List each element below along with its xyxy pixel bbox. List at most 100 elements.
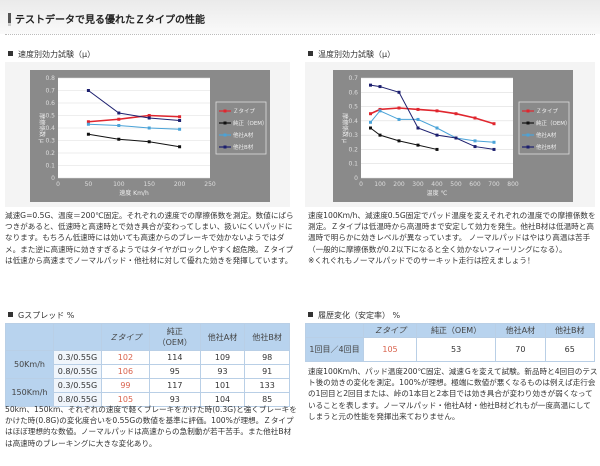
svg-text:300: 300 xyxy=(412,181,424,188)
svg-text:摩擦係数 μ: 摩擦係数 μ xyxy=(38,113,46,143)
svg-text:純正（OEM）: 純正（OEM） xyxy=(536,119,571,127)
history-description: 速度100Km/h、パッド温度200℃固定、減速Ｇを変えて試験。新品時と4回目の… xyxy=(308,367,598,421)
speed-chart: 0 0.1 0.2 0.3 0.4 0.5 0.6 0.7 0.8 0 50 100 150 200 250… xyxy=(30,70,270,202)
temp-desc-text: 速度100Km/h、減速度0.5G固定でパッド温度を変えそれぞれの温度での摩擦係… xyxy=(308,211,596,254)
temp-chart-panel: 0 0.1 0.2 0.3 0.4 0.5 0.6 0.7 0 100 200 300 400 500 60… xyxy=(305,62,595,207)
cell-b: 91 xyxy=(244,364,290,379)
header-other-a: 他社A材 xyxy=(495,323,546,338)
temp-note: ※くれぐれもノーマルパッドでのサーキット走行は控えましょう！ xyxy=(308,255,535,265)
header-ztype: Ｚタイプ xyxy=(363,323,417,338)
row-speed: 150Km/h xyxy=(5,378,54,407)
svg-text:0.3: 0.3 xyxy=(45,138,55,145)
header-other-b: 他社B材 xyxy=(544,323,596,338)
svg-text:0.4: 0.4 xyxy=(45,125,55,132)
svg-text:0: 0 xyxy=(56,181,60,188)
svg-text:500: 500 xyxy=(450,181,462,188)
divider xyxy=(5,34,595,35)
cell-z: 99 xyxy=(101,378,150,393)
speed-test-title: 速度別効力試験（μ） xyxy=(8,49,95,60)
svg-text:0.1: 0.1 xyxy=(45,163,55,170)
cell-b: 98 xyxy=(244,350,290,365)
svg-text:0.5: 0.5 xyxy=(348,104,358,111)
svg-text:0.7: 0.7 xyxy=(45,88,55,95)
svg-text:他社A材: 他社A材 xyxy=(233,131,254,139)
temp-chart: 0 0.1 0.2 0.3 0.4 0.5 0.6 0.7 0 100 200 300 400 500 60… xyxy=(333,70,573,202)
table-row: 0.8/0.55G 105 93 104 85 xyxy=(6,392,290,407)
svg-text:0.7: 0.7 xyxy=(348,75,358,82)
svg-text:400: 400 xyxy=(431,181,443,188)
square-bullet-icon xyxy=(308,312,313,317)
speed-chart-panel: 0 0.1 0.2 0.3 0.4 0.5 0.6 0.7 0.8 0 50 100 150 200 250… xyxy=(5,62,290,207)
row-label: 1回目／4回目 xyxy=(305,337,364,362)
cell-cond: 0.3/0.55G xyxy=(53,350,102,365)
gspread-description: 50km、150km、それぞれの速度で軽くブレーキをかけた時(0.3G)と強くブ… xyxy=(5,405,297,448)
temp-test-title: 温度別効力試験（μ） xyxy=(308,49,395,60)
svg-text:800: 800 xyxy=(507,181,519,188)
header-empty xyxy=(305,323,364,338)
svg-text:0.6: 0.6 xyxy=(348,89,358,96)
header-oem-line2: （OEM） xyxy=(157,338,192,347)
speed-test-description: 減速G=0.5G、温度＝200℃固定。それぞれの速度での摩擦係数を測定。数値にば… xyxy=(5,211,294,265)
svg-text:600: 600 xyxy=(469,181,481,188)
history-title-text: 履歴変化（安定率） % xyxy=(318,311,401,320)
header-empty xyxy=(53,323,102,351)
cell-z: 102 xyxy=(101,350,150,365)
svg-text:他社B材: 他社B材 xyxy=(233,143,254,151)
cell-a: 109 xyxy=(199,350,246,365)
square-bullet-icon xyxy=(308,51,313,56)
header-oem-line1: 純正 xyxy=(166,327,183,336)
header-oem: 純正 （OEM） xyxy=(148,323,201,351)
svg-text:0.6: 0.6 xyxy=(45,100,55,107)
speed-test-title-text: 速度別効力試験（μ） xyxy=(18,50,96,59)
svg-text:50: 50 xyxy=(85,181,93,188)
header-bar-icon xyxy=(8,13,11,26)
cell-b: 65 xyxy=(544,337,596,362)
row-speed: 50Km/h xyxy=(5,350,54,379)
svg-text:0.1: 0.1 xyxy=(348,161,358,168)
gspread-title-text: Gスプレッド % xyxy=(18,311,75,320)
table-row: 1回目／4回目 105 53 70 65 xyxy=(305,337,596,362)
svg-text:0: 0 xyxy=(354,175,358,182)
header-other-a: 他社A材 xyxy=(199,323,246,351)
history-title: 履歴変化（安定率） % xyxy=(308,310,400,321)
svg-text:摩擦係数 μ: 摩擦係数 μ xyxy=(341,113,349,143)
gspread-table: Ｚタイプ 純正 （OEM） 他社A材 他社B材 50Km/h 0.3/0.55G … xyxy=(5,323,290,407)
temp-test-description: 速度100Km/h、減速度0.5G固定でパッド温度を変えそれぞれの温度での摩擦係… xyxy=(308,210,598,266)
page-header: テストデータで見る優れたＺタイプの性能 xyxy=(0,0,600,34)
header-oem: 純正（OEM） xyxy=(415,323,497,338)
cell-z: 106 xyxy=(101,364,150,379)
cell-b: 85 xyxy=(244,392,290,407)
cell-a: 101 xyxy=(199,378,246,393)
svg-text:速度 Km/h: 速度 Km/h xyxy=(119,189,149,197)
svg-text:Ｚタイプ: Ｚタイプ xyxy=(536,107,559,115)
square-bullet-icon xyxy=(8,312,13,317)
header-ztype: Ｚタイプ xyxy=(101,323,150,351)
svg-text:0.8: 0.8 xyxy=(45,75,55,82)
cell-oem: 95 xyxy=(148,364,201,379)
svg-text:100: 100 xyxy=(113,181,125,188)
cell-z: 105 xyxy=(101,392,150,407)
svg-text:温度 ℃: 温度 ℃ xyxy=(427,189,448,197)
cell-z: 105 xyxy=(363,337,417,362)
svg-text:200: 200 xyxy=(393,181,405,188)
svg-text:他社B材: 他社B材 xyxy=(536,143,557,151)
table-row: 150Km/h 0.3/0.55G 99 117 101 133 xyxy=(5,378,290,407)
svg-text:0.2: 0.2 xyxy=(45,150,55,157)
svg-text:0.4: 0.4 xyxy=(348,118,358,125)
cell-a: 70 xyxy=(495,337,546,362)
square-bullet-icon xyxy=(8,51,13,56)
cell-cond: 0.8/0.55G xyxy=(53,392,102,407)
svg-text:250: 250 xyxy=(204,181,216,188)
cell-cond: 0.8/0.55G xyxy=(53,364,102,379)
table-row: 50Km/h 0.3/0.55G 102 114 109 98 xyxy=(5,350,290,379)
cell-oem: 117 xyxy=(148,378,201,393)
svg-text:700: 700 xyxy=(488,181,500,188)
svg-text:他社A材: 他社A材 xyxy=(536,131,557,139)
svg-text:0: 0 xyxy=(51,175,55,182)
page-title: テストデータで見る優れたＺタイプの性能 xyxy=(15,15,205,26)
svg-text:100: 100 xyxy=(374,181,386,188)
svg-text:0.5: 0.5 xyxy=(45,113,55,120)
cell-a: 93 xyxy=(199,364,246,379)
cell-cond: 0.3/0.55G xyxy=(53,378,102,393)
history-table: Ｚタイプ 純正（OEM） 他社A材 他社B材 1回目／4回目 105 53 70… xyxy=(305,323,596,362)
